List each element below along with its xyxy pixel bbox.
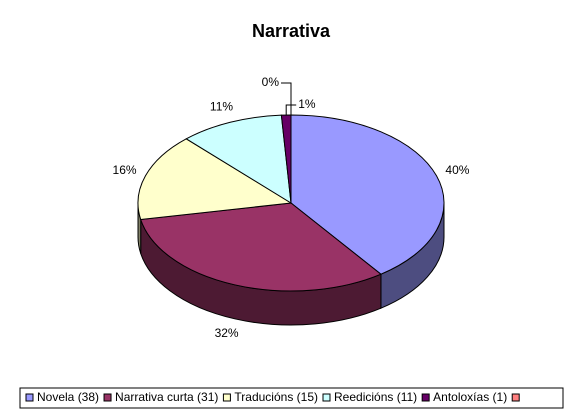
data-label: 32% xyxy=(215,326,239,340)
data-label: 0% xyxy=(262,75,280,89)
pie-tops xyxy=(137,114,445,292)
slice xyxy=(137,138,293,221)
legend-label: Reedicións (11) xyxy=(334,390,417,404)
pie-labels: 40% 32% 16% 11% 1% 0% xyxy=(113,75,470,340)
legend-swatch xyxy=(322,393,331,402)
slice xyxy=(185,114,292,204)
legend: Novela (38) Narrativa curta (31) Tradución… xyxy=(25,390,520,404)
slice xyxy=(140,202,382,292)
chart-title: Narrativa xyxy=(252,21,331,41)
leader-line xyxy=(281,82,292,115)
leader-line xyxy=(285,104,297,116)
legend-swatch xyxy=(222,393,231,402)
data-label: 40% xyxy=(445,163,469,177)
data-label: 11% xyxy=(210,100,233,114)
slice xyxy=(290,114,445,275)
data-label: 1% xyxy=(298,97,316,111)
legend-swatch xyxy=(511,393,520,402)
legend-swatch xyxy=(421,393,430,402)
legend-label: Novela (38) xyxy=(37,390,99,404)
legend-swatch xyxy=(103,393,112,402)
legend-swatch xyxy=(25,393,34,402)
data-label: 16% xyxy=(113,163,137,177)
legend-label: Narrativa curta (31) xyxy=(115,390,218,404)
legend-label: Traducións (15) xyxy=(234,390,318,404)
legend-box xyxy=(19,387,564,409)
legend-label: Antoloxías (1) xyxy=(433,390,507,404)
